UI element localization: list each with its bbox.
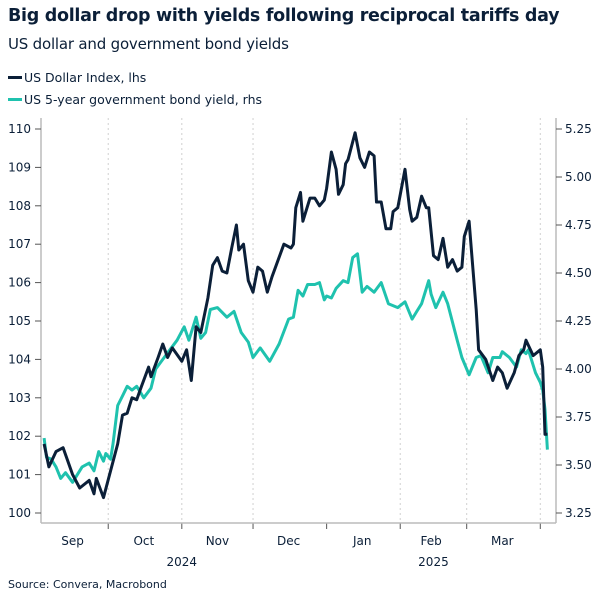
chart-title: Big dollar drop with yields following re… (8, 6, 560, 26)
legend-item-bond-yield: US 5-year government bond yield, rhs (8, 92, 262, 107)
left-y-tick-label: 108 (8, 199, 31, 213)
right-y-tick-label: 5.00 (565, 170, 592, 184)
left-y-tick-label: 105 (8, 314, 31, 328)
chart-subtitle: US dollar and government bond yields (8, 35, 289, 53)
right-y-tick-label: 4.00 (565, 362, 592, 376)
x-month-label: Jan (352, 534, 372, 548)
x-month-label: Feb (420, 534, 441, 548)
legend-swatch-yield (8, 98, 22, 101)
legend-swatch-dollar (8, 76, 22, 79)
left-y-tick-label: 109 (8, 160, 31, 174)
legend-item-dollar-index: US Dollar Index, lhs (8, 70, 146, 85)
left-y-tick-label: 101 (8, 468, 31, 482)
x-month-label: Nov (206, 534, 229, 548)
right-y-tick-label: 3.75 (565, 410, 592, 424)
right-y-tick-label: 5.25 (565, 122, 592, 136)
left-y-tick-label: 103 (8, 391, 31, 405)
legend-label-dollar: US Dollar Index, lhs (24, 70, 147, 85)
series-line-dollar-index (42, 131, 548, 500)
left-y-tick-label: 104 (8, 352, 31, 366)
x-month-label: Dec (277, 534, 300, 548)
legend-label-yield: US 5-year government bond yield, rhs (24, 92, 263, 107)
right-y-tick-label: 3.25 (565, 506, 592, 520)
series-line-bond-yield (42, 252, 549, 484)
right-y-tick-label: 4.50 (565, 266, 592, 280)
left-y-tick-label: 107 (8, 237, 31, 251)
x-year-label: 2025 (418, 555, 449, 569)
right-y-tick-label: 4.75 (565, 218, 592, 232)
left-y-tick-label: 110 (8, 122, 31, 136)
left-y-tick-label: 106 (8, 276, 31, 290)
left-y-tick-label: 102 (8, 429, 31, 443)
right-y-tick-label: 4.25 (565, 314, 592, 328)
x-month-label: Mar (491, 534, 514, 548)
source-note: Source: Convera, Macrobond (8, 578, 167, 591)
x-month-label: Sep (61, 534, 84, 548)
x-month-label: Oct (133, 534, 154, 548)
x-year-label: 2024 (167, 555, 198, 569)
right-y-tick-label: 3.50 (565, 458, 592, 472)
left-y-tick-label: 100 (8, 506, 31, 520)
